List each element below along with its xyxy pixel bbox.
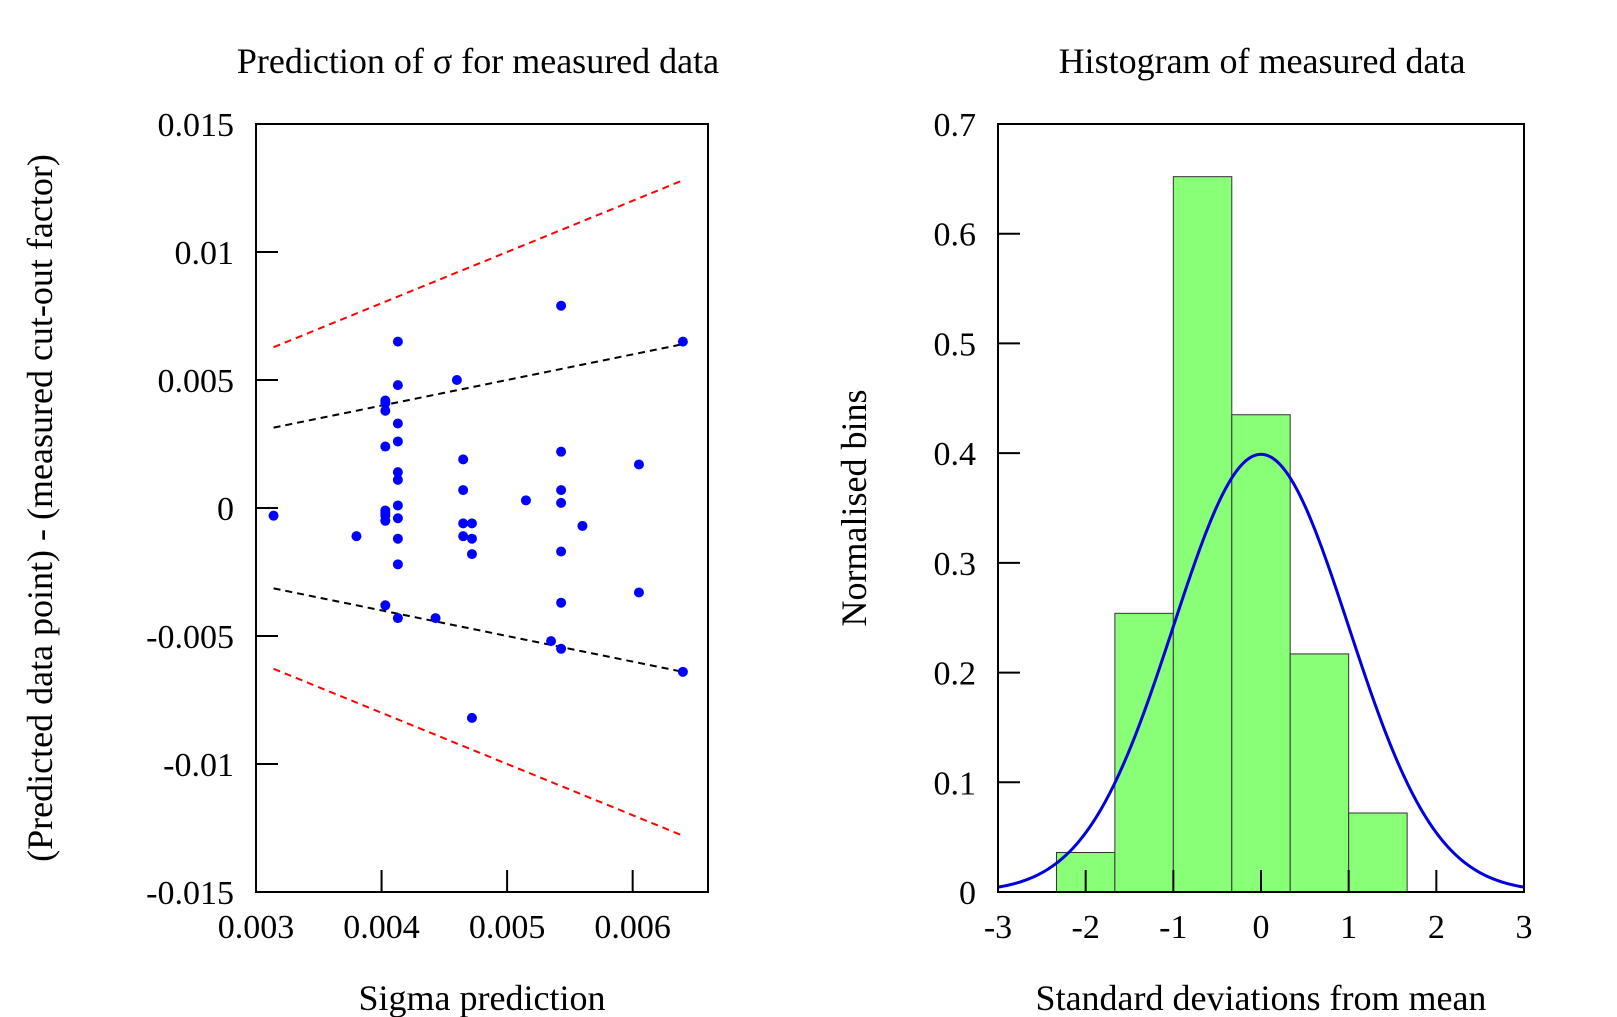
scatter-point <box>556 597 567 608</box>
scatter-point <box>556 643 567 654</box>
scatter-point <box>451 375 462 385</box>
scatter-y-tick-labels: 0.015 0.01 0.005 0 -0.005 -0.01 -0.015 <box>146 107 234 912</box>
x-tick-label: 0.004 <box>343 909 420 946</box>
scatter-point <box>392 513 403 524</box>
scatter-sigma-lines <box>273 179 684 837</box>
y-tick-label: -0.01 <box>163 747 234 784</box>
histogram-bar <box>1172 176 1233 893</box>
x-tick-label: 0 <box>1253 909 1270 946</box>
y-tick-label: -0.005 <box>146 619 234 656</box>
x-tick-label: 0.003 <box>218 909 295 946</box>
x-tick-label: 0.006 <box>594 909 671 946</box>
sigma-line <box>273 343 684 429</box>
y-tick-label: 0.5 <box>934 326 977 363</box>
y-tick-label: 0.015 <box>158 107 235 144</box>
y-tick-label: 0.01 <box>175 235 235 272</box>
scatter-point <box>546 636 557 647</box>
y-tick-label: 0 <box>217 491 234 528</box>
histogram-bar <box>1231 414 1291 893</box>
x-tick-label: -1 <box>1159 909 1187 946</box>
histogram-x-tick-labels: -3 -2 -1 0 1 2 3 <box>984 909 1533 946</box>
scatter-point <box>520 495 531 506</box>
scatter-point <box>392 533 403 544</box>
scatter-point <box>458 454 469 465</box>
histogram-y-tick-labels: 0 0.1 0.2 0.3 0.4 0.5 0.6 0.7 <box>934 107 977 912</box>
scatter-point <box>268 510 279 521</box>
scatter-point <box>556 446 567 457</box>
scatter-point <box>430 613 441 624</box>
scatter-point <box>380 600 391 611</box>
histogram-bar <box>1348 812 1408 893</box>
scatter-point <box>556 485 567 496</box>
y-tick-label: 0.4 <box>934 436 977 473</box>
normal-curve <box>997 452 1525 889</box>
scatter-point <box>351 531 362 542</box>
histogram-bar <box>1289 653 1350 893</box>
y-tick-label: 0 <box>959 875 976 912</box>
scatter-point <box>380 441 391 452</box>
scatter-point <box>466 549 477 560</box>
scatter-point <box>392 474 403 485</box>
scatter-point <box>458 485 469 496</box>
scatter-point <box>677 666 688 677</box>
scatter-chart-title: Prediction of σ for measured data <box>237 41 719 81</box>
y-tick-label: 0.3 <box>934 546 977 583</box>
y-tick-label: 0.005 <box>158 363 235 400</box>
x-tick-label: -2 <box>1072 909 1100 946</box>
scatter-point <box>392 500 403 511</box>
scatter-point <box>556 546 567 557</box>
scatter-point <box>466 712 477 723</box>
scatter-point <box>458 531 469 542</box>
scatter-point <box>556 300 567 311</box>
x-tick-label: 3 <box>1516 909 1533 946</box>
scatter-point <box>392 613 403 624</box>
scatter-point <box>633 459 644 470</box>
sigma-line <box>273 667 684 837</box>
scatter-point <box>392 336 403 347</box>
scatter-x-axis-label: Sigma prediction <box>359 978 606 1017</box>
scatter-point <box>380 515 391 526</box>
scatter-point <box>677 336 688 347</box>
sigma-line <box>273 179 684 349</box>
scatter-plot-frame <box>255 123 709 893</box>
histogram-x-axis-label: Standard deviations from mean <box>1036 978 1487 1017</box>
y-tick-label: 0.1 <box>934 765 977 802</box>
scatter-point <box>392 559 403 570</box>
x-tick-label: 0.005 <box>469 909 546 946</box>
histogram-chart: Histogram of measured data 0 0.1 0.2 0.3 0.4… <box>834 41 1533 1017</box>
scatter-y-axis-label: (Predicted data point) - (measured cut-o… <box>20 154 60 862</box>
x-tick-label: 2 <box>1428 909 1445 946</box>
scatter-point <box>633 587 644 598</box>
scatter-point <box>392 467 403 478</box>
scatter-point <box>380 398 391 409</box>
scatter-points <box>268 300 688 723</box>
y-tick-label: 0.7 <box>934 107 977 144</box>
x-tick-label: 1 <box>1340 909 1357 946</box>
x-tick-label: -3 <box>984 909 1012 946</box>
scatter-point <box>458 518 469 529</box>
scatter-point <box>466 518 477 529</box>
histogram-bars <box>998 176 1524 893</box>
scatter-point <box>556 497 567 508</box>
scatter-point <box>392 436 403 447</box>
histogram-chart-title: Histogram of measured data <box>1059 41 1466 81</box>
scatter-chart: Prediction of σ for measured data 0.0150… <box>20 41 719 1017</box>
scatter-x-tick-labels: 0.003 0.004 0.005 0.006 <box>218 909 671 946</box>
sigma-line <box>273 587 684 673</box>
y-tick-label: -0.015 <box>146 875 234 912</box>
scatter-point <box>392 418 403 429</box>
y-tick-label: 0.6 <box>934 217 977 254</box>
scatter-point <box>380 405 391 416</box>
scatter-point <box>466 533 477 544</box>
histogram-ticks <box>997 123 1525 893</box>
y-tick-label: 0.2 <box>934 656 977 693</box>
scatter-ticks <box>255 123 634 893</box>
scatter-point <box>392 380 403 391</box>
scatter-point <box>577 520 588 531</box>
histogram-y-axis-label: Normalised bins <box>834 390 874 627</box>
